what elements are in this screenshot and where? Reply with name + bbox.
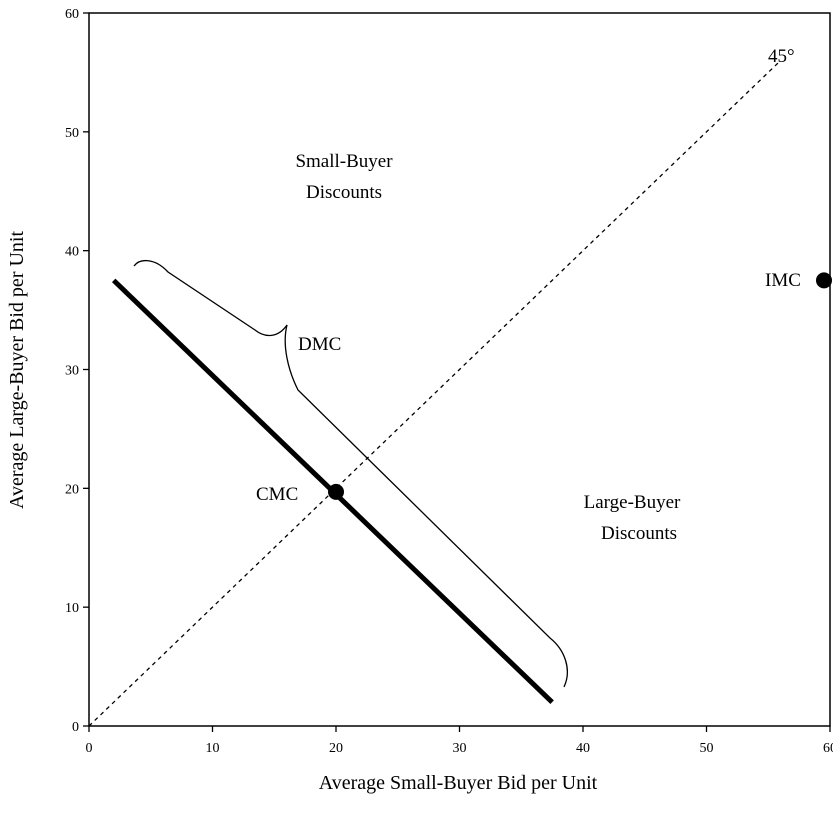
x-axis-ticks: 0 10 20 30 40 50 60 (86, 726, 833, 756)
upper-region-label-2: Discounts (306, 182, 382, 203)
x-axis-label: Average Small-Buyer Bid per Unit (319, 772, 598, 794)
x-tick-label: 20 (329, 741, 343, 756)
y-tick-label: 10 (65, 601, 79, 616)
brace-label: DMC (298, 334, 341, 355)
angle-label: 45° (768, 46, 795, 67)
x-tick-label: 50 (700, 741, 714, 756)
lower-region-label-2: Discounts (601, 523, 677, 544)
lower-region-label-1: Large-Buyer (584, 492, 681, 513)
imc-point (816, 272, 832, 288)
forty-five-degree-line (89, 61, 781, 726)
y-tick-label: 40 (65, 245, 79, 260)
cmc-label: CMC (256, 484, 298, 505)
imc-label: IMC (765, 270, 801, 291)
y-tick-label: 60 (65, 7, 79, 22)
x-tick-label: 60 (823, 741, 833, 756)
x-tick-label: 40 (576, 741, 590, 756)
x-tick-label: 30 (453, 741, 467, 756)
y-tick-label: 30 (65, 364, 79, 379)
y-axis-ticks: 0 10 20 30 40 50 60 (65, 7, 89, 735)
cmc-point (328, 484, 344, 500)
y-axis-label: Average Large-Buyer Bid per Unit (6, 231, 28, 509)
y-tick-label: 0 (72, 720, 79, 735)
x-tick-label: 0 (86, 741, 93, 756)
upper-region-label-1: Small-Buyer (295, 151, 393, 172)
y-tick-label: 20 (65, 482, 79, 497)
y-tick-label: 50 (65, 126, 79, 141)
x-tick-label: 10 (206, 741, 220, 756)
